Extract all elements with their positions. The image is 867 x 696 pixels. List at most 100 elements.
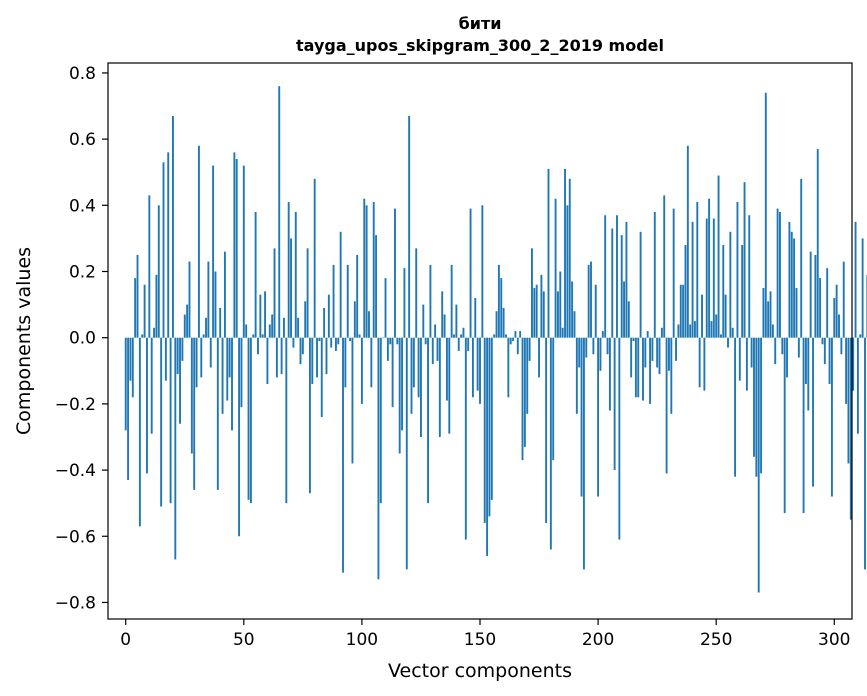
bar — [183, 314, 186, 338]
bar — [247, 337, 250, 500]
bar — [186, 304, 189, 338]
bar — [445, 337, 448, 401]
y-tick-label: −0.8 — [55, 593, 96, 613]
bar — [656, 337, 659, 368]
bar — [521, 337, 524, 461]
bar — [535, 284, 538, 338]
bar — [637, 337, 640, 398]
bar — [502, 307, 505, 338]
bar — [557, 291, 559, 338]
bar — [819, 278, 822, 338]
bar — [604, 215, 607, 338]
bar — [368, 311, 370, 338]
bar — [691, 221, 694, 338]
bar — [146, 337, 148, 474]
bar — [245, 324, 248, 338]
bar — [663, 195, 666, 338]
y-tick-label: −0.2 — [55, 395, 96, 415]
bar — [157, 205, 160, 338]
bar — [710, 321, 713, 338]
bar — [533, 288, 536, 338]
bar — [375, 235, 378, 338]
bar — [646, 331, 649, 338]
bar — [745, 337, 748, 391]
bar — [528, 337, 531, 361]
bar — [677, 324, 680, 338]
x-tick-label: 200 — [582, 630, 614, 650]
bar — [127, 337, 130, 480]
bar — [523, 337, 526, 447]
bar — [455, 304, 458, 338]
bar — [153, 327, 155, 338]
bar — [684, 245, 687, 338]
bar — [351, 337, 354, 464]
plot-frame — [107, 62, 853, 620]
bar — [422, 304, 425, 338]
bar — [231, 337, 233, 431]
bar — [443, 314, 446, 338]
bar — [464, 337, 467, 540]
bar — [450, 264, 453, 338]
bar — [193, 337, 196, 490]
bar — [346, 264, 349, 338]
bar — [838, 314, 840, 338]
bar — [448, 337, 451, 434]
bar — [266, 337, 269, 385]
bar — [828, 337, 831, 385]
bar — [616, 215, 618, 338]
bar — [727, 337, 729, 348]
bar — [261, 334, 264, 338]
bar — [592, 337, 595, 355]
bar — [306, 248, 309, 338]
bar — [582, 337, 585, 570]
bar — [771, 324, 774, 338]
bar — [365, 205, 368, 338]
bar — [431, 337, 434, 365]
bar — [342, 337, 344, 573]
bar — [195, 337, 198, 388]
bar — [613, 337, 616, 471]
bar — [542, 291, 545, 338]
bar — [332, 264, 335, 338]
y-tick-label: −0.4 — [55, 461, 96, 481]
bar — [509, 337, 512, 345]
bar — [287, 202, 290, 338]
bar — [809, 251, 812, 338]
bar — [394, 208, 396, 338]
bar — [559, 271, 562, 338]
bar — [238, 337, 241, 537]
bar — [788, 221, 791, 338]
bar — [779, 211, 781, 338]
bar — [424, 337, 427, 345]
bar — [467, 337, 470, 351]
bar — [743, 182, 746, 338]
bar — [377, 337, 380, 580]
y-tick-label: 0.0 — [69, 329, 96, 349]
x-tick-label: 50 — [233, 630, 255, 650]
bar — [587, 264, 590, 338]
bar — [790, 231, 793, 338]
bar — [415, 248, 418, 338]
bar — [594, 284, 597, 338]
bar — [552, 337, 555, 461]
bar — [693, 321, 696, 338]
bar — [372, 202, 375, 338]
bar — [401, 337, 403, 431]
bar — [389, 337, 392, 345]
bar — [285, 337, 288, 504]
bar — [434, 324, 437, 338]
bar — [585, 337, 588, 358]
bar — [398, 337, 401, 454]
bar — [334, 337, 337, 351]
y-tick-label: 0.4 — [69, 196, 96, 216]
bar — [856, 337, 859, 434]
bar — [505, 334, 507, 338]
bar — [316, 337, 318, 378]
bar — [847, 337, 850, 464]
bar — [675, 337, 677, 361]
bar — [179, 337, 181, 424]
bar — [304, 301, 307, 338]
bar — [337, 337, 340, 345]
bar — [318, 337, 321, 341]
bar — [405, 337, 408, 570]
